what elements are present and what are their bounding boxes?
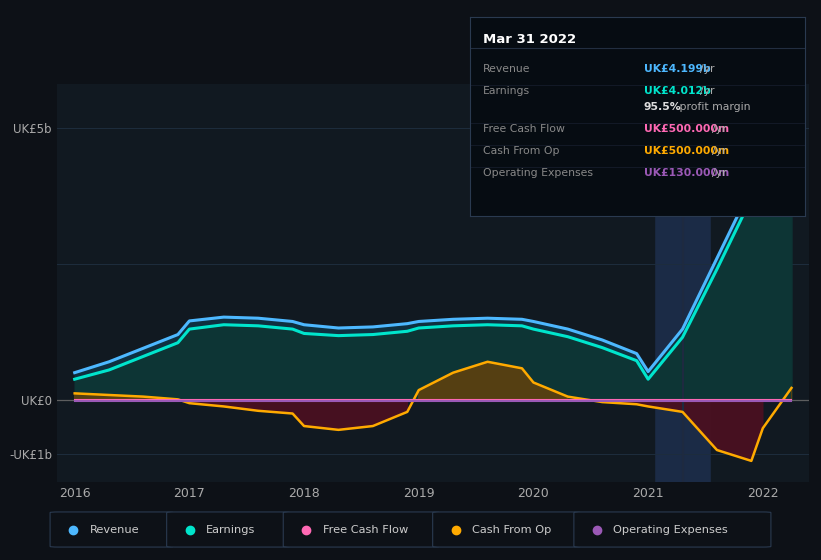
Text: profit margin: profit margin (676, 102, 750, 112)
Text: Cash From Op: Cash From Op (483, 146, 559, 156)
Text: UK£500.000m: UK£500.000m (644, 124, 729, 134)
FancyBboxPatch shape (167, 512, 290, 547)
Text: /yr: /yr (699, 64, 714, 74)
FancyBboxPatch shape (433, 512, 580, 547)
Text: 95.5%: 95.5% (644, 102, 681, 112)
Text: /yr: /yr (699, 86, 714, 96)
Text: Operating Expenses: Operating Expenses (483, 168, 593, 178)
Text: /yr: /yr (712, 124, 727, 134)
Text: Earnings: Earnings (206, 525, 255, 534)
Text: Revenue: Revenue (483, 64, 530, 74)
Text: UK£500.000m: UK£500.000m (644, 146, 729, 156)
Text: /yr: /yr (712, 146, 727, 156)
FancyBboxPatch shape (283, 512, 439, 547)
Text: UK£4.012b: UK£4.012b (644, 86, 711, 96)
FancyBboxPatch shape (574, 512, 771, 547)
Text: Earnings: Earnings (483, 86, 530, 96)
Text: Revenue: Revenue (89, 525, 139, 534)
Text: Cash From Op: Cash From Op (472, 525, 552, 534)
Text: UK£4.199b: UK£4.199b (644, 64, 710, 74)
Text: Free Cash Flow: Free Cash Flow (483, 124, 565, 134)
Text: Operating Expenses: Operating Expenses (613, 525, 728, 534)
Text: Free Cash Flow: Free Cash Flow (323, 525, 408, 534)
FancyBboxPatch shape (50, 512, 173, 547)
Text: /yr: /yr (712, 168, 727, 178)
Text: Mar 31 2022: Mar 31 2022 (483, 32, 576, 46)
Text: UK£130.000m: UK£130.000m (644, 168, 729, 178)
